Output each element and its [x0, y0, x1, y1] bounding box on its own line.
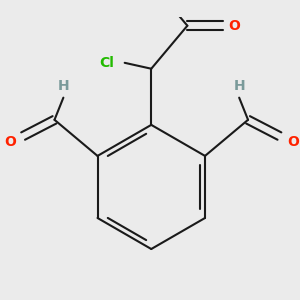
- Text: O: O: [287, 135, 299, 149]
- Text: H: H: [58, 79, 69, 93]
- Text: O: O: [4, 135, 16, 149]
- Text: H: H: [233, 79, 245, 93]
- Text: O: O: [229, 19, 241, 33]
- Text: Cl: Cl: [100, 56, 114, 70]
